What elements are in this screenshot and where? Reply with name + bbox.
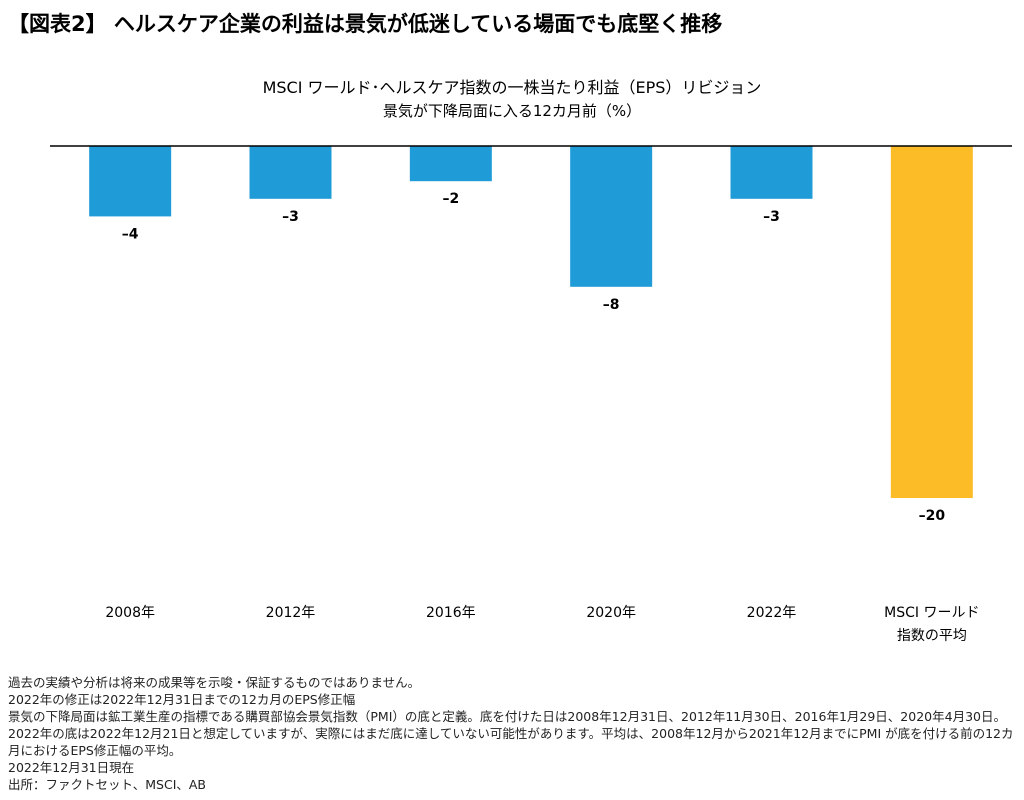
data-label-3: –8 <box>603 297 620 313</box>
bar-3 <box>570 146 653 287</box>
category-label-2: 2016年 <box>426 605 476 621</box>
bar-5 <box>890 146 973 498</box>
note-disclaimer: 過去の実績や分析は将来の成果等を示唆・保証するものではありません。 <box>8 675 421 690</box>
note-source: 出所：ファクトセット、MSCI、AB <box>8 777 207 792</box>
category-label-4: 2022年 <box>747 605 797 621</box>
category-label-0: 2008年 <box>105 605 155 621</box>
note-revision-2022: 2022年の修正は2022年12月31日までの12カ月のEPS修正幅 <box>8 692 356 707</box>
category-label-1: 2012年 <box>266 605 316 621</box>
data-label-0: –4 <box>122 226 139 242</box>
bar-2 <box>409 146 492 182</box>
category-label-5-line-1: 指数の平均 <box>897 628 967 644</box>
data-label-5: –20 <box>919 508 946 524</box>
chart-title: MSCI ワールド･ヘルスケア指数の一株当たり利益（EPS）リビジョン <box>262 78 762 97</box>
bar-0 <box>89 146 172 217</box>
bar-chart: –4 2008年 –3 2012年 –2 2016年 –8 2020年 –3 2022年 –20 MS… <box>50 145 1012 644</box>
data-label-1: –3 <box>282 209 299 225</box>
data-label-2: –2 <box>442 191 459 207</box>
bar-1 <box>249 146 332 199</box>
chart-subtitle: 景気が下降局面に入る12カ月前（%） <box>382 102 642 120</box>
category-label-3: 2020年 <box>586 605 636 621</box>
bar-4 <box>730 146 813 199</box>
data-label-4: –3 <box>763 209 780 225</box>
note-definition: 景気の下降局面は鉱工業生産の指標である購買部協会景気指数（PMI）の底と定義。底… <box>8 709 1014 758</box>
figure-title: 【図表2】 ヘルスケア企業の利益は景気が低迷している場面でも底堅く推移 <box>8 12 723 36</box>
category-label-5-line-0: MSCI ワールド <box>884 605 979 621</box>
footnotes: 過去の実績や分析は将来の成果等を示唆・保証するものではありません。 2022年の… <box>8 674 1018 793</box>
note-as-of-date: 2022年12月31日現在 <box>8 760 135 775</box>
